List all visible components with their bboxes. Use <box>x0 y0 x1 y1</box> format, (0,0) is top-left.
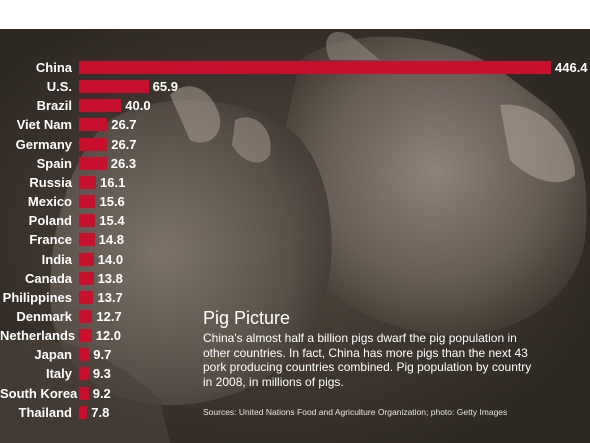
bar <box>79 348 90 362</box>
value-label: 26.7 <box>111 136 137 152</box>
bar <box>79 367 89 381</box>
value-label: 26.7 <box>111 117 137 133</box>
category-label: Brazil <box>36 98 72 114</box>
bar <box>79 233 95 247</box>
category-label: Viet Nam <box>16 117 72 133</box>
category-label: Denmark <box>16 308 72 324</box>
value-label: 12.0 <box>95 328 121 344</box>
value-label: 14.0 <box>97 251 124 267</box>
bar <box>79 405 88 419</box>
bar <box>79 195 96 209</box>
chart-source: Sources: United Nations Food and Agricul… <box>203 407 508 417</box>
bar <box>79 61 551 74</box>
value-label: 9.3 <box>92 366 111 382</box>
bar <box>79 290 94 304</box>
value-label: 26.3 <box>110 155 137 171</box>
value-label: 16.1 <box>100 174 126 190</box>
value-label: 15.6 <box>99 194 125 210</box>
category-label: Japan <box>34 347 72 363</box>
category-label: Poland <box>28 213 72 229</box>
value-label: 40.0 <box>125 98 151 114</box>
bar <box>79 118 108 132</box>
bar <box>79 175 97 189</box>
category-label: Philippines <box>2 289 72 305</box>
category-label: Netherlands <box>0 328 76 344</box>
value-label: 12.7 <box>96 308 122 324</box>
bar <box>79 80 149 94</box>
caption-block: Pig Picture China's almost half a billio… <box>203 307 543 418</box>
bar <box>79 99 122 113</box>
category-label: South Korea <box>0 385 78 401</box>
category-label: China <box>35 60 72 75</box>
bar <box>79 329 92 343</box>
category-label: Mexico <box>27 194 72 210</box>
category-label: India <box>41 251 72 267</box>
category-label: U.S. <box>46 79 72 95</box>
bar <box>79 309 93 323</box>
value-label: 15.4 <box>99 213 125 229</box>
value-label: 13.7 <box>97 289 123 305</box>
value-label: 9.7 <box>93 347 112 363</box>
category-label: Canada <box>25 270 72 286</box>
category-label: France <box>29 232 72 248</box>
value-label: 13.8 <box>97 270 123 286</box>
bar <box>79 252 94 266</box>
value-label: 14.8 <box>98 232 124 248</box>
bar <box>79 137 108 151</box>
bar <box>79 156 107 170</box>
value-label: 446.4 <box>555 60 588 75</box>
value-label: 7.8 <box>91 404 110 420</box>
bar <box>79 214 96 228</box>
category-label: Spain <box>36 155 72 171</box>
value-label: 9.2 <box>92 385 111 401</box>
chart-description: China's almost half a billion pigs dwarf… <box>203 331 532 389</box>
chart-title: Pig Picture <box>203 308 291 328</box>
bar <box>79 271 94 285</box>
value-label: 65.9 <box>152 79 178 95</box>
category-label: Italy <box>45 366 72 382</box>
bar <box>79 386 89 400</box>
category-label: Russia <box>29 174 72 190</box>
category-label: Germany <box>15 136 72 152</box>
category-label: Thailand <box>18 404 72 420</box>
